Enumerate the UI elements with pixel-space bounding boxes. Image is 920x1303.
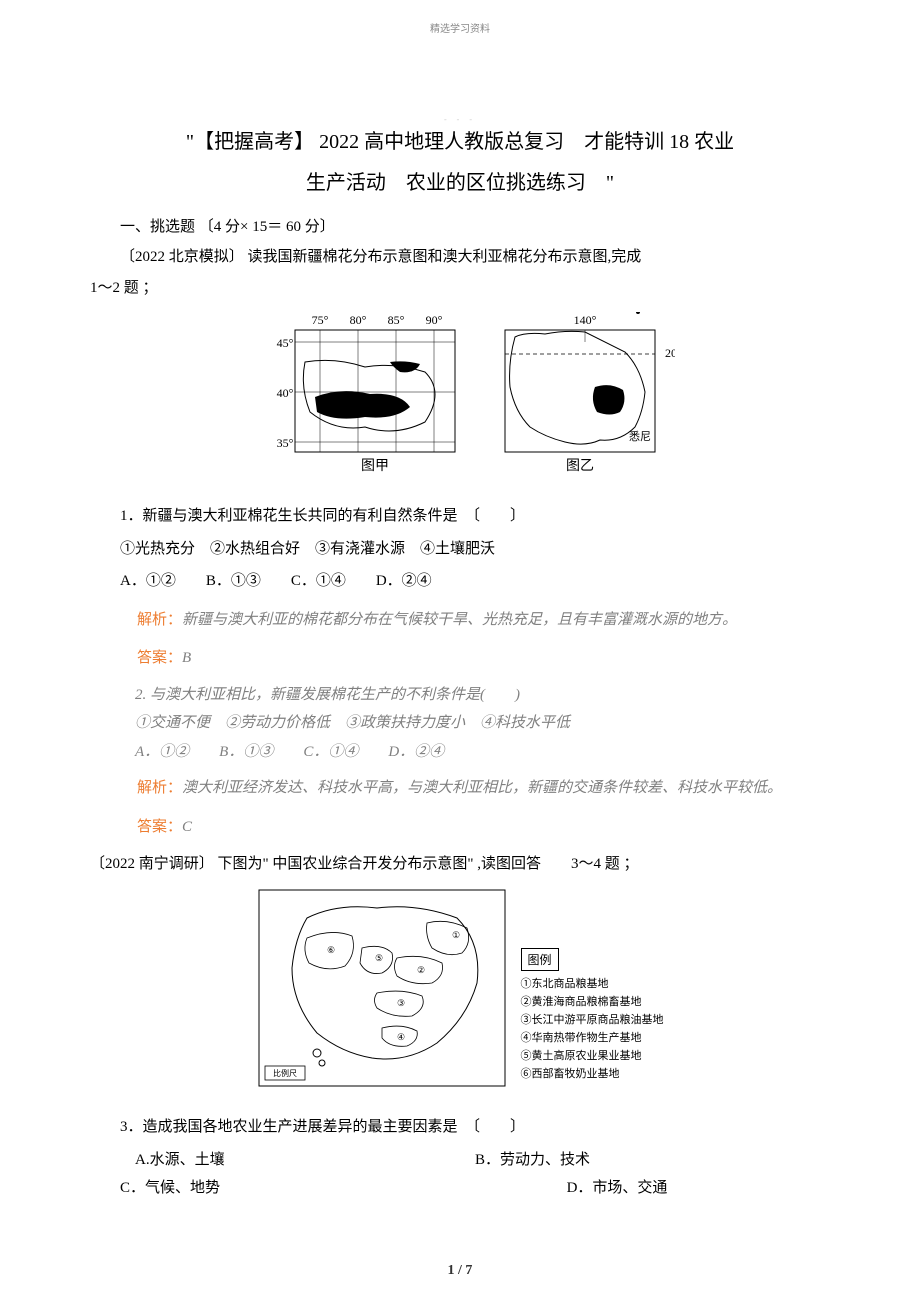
map-a-label: 图甲 [361, 459, 389, 474]
question-3-text: 3．造成我国各地农业生产进展差异的最主要因素是 〔 〕 [90, 1113, 830, 1142]
question-1-text: 1．新疆与澳大利亚棉花生长共同的有利自然条件是 〔 〕 [90, 502, 830, 531]
legend-item: ④华南热带作物生产基地 [521, 1029, 664, 1045]
svg-text:35°: 35° [277, 436, 294, 450]
question-3-row2: C．气候、地势 D．市场、交通 [90, 1174, 830, 1203]
svg-text:20°: 20° [665, 346, 675, 360]
answer-label-1: 答案： [137, 650, 182, 666]
legend-item: ②黄淮海商品粮棉畜基地 [521, 993, 664, 1009]
svg-text:②: ② [417, 965, 425, 975]
svg-text:⑤: ⑤ [375, 953, 383, 963]
intro-text-1: 〔2022 北京模拟〕 读我国新疆棉花分布示意图和澳大利亚棉花分布示意图,完成 [90, 244, 830, 271]
answer-value-2: C [182, 819, 192, 835]
map-a: 75° 80° 85° 90° 45° 40° 35° 图甲 [277, 313, 455, 474]
document-title-line1: "【把握高考】 2022 高中地理人教版总复习 才能特训 18 农业 [90, 124, 830, 160]
svg-text:45°: 45° [277, 336, 294, 350]
svg-text:④: ④ [397, 1032, 405, 1042]
section-header: 一、挑选题 〔4 分× 15＝ 60 分〕 [90, 215, 830, 236]
solution-content-2: 澳大利亚经济发达、科技水平高，与澳大利亚相比，新疆的交通条件较差、科技水平较低。 [182, 780, 782, 796]
svg-text:悉尼: 悉尼 [629, 430, 651, 443]
figure-2: ① ② ③ ④ ⑤ ⑥ 比例尺 图例 ①东北商品粮基地 ②黄淮海商品粮棉畜基地 [90, 888, 830, 1093]
svg-text:比例尺: 比例尺 [273, 1068, 297, 1078]
page-number: 1 / 7 [0, 1263, 920, 1279]
svg-text:⑥: ⑥ [327, 945, 335, 955]
intro-text-2: 1～2 题 ； [90, 275, 830, 302]
header-watermark-sub: - - - [0, 115, 920, 124]
svg-text:75°: 75° [312, 313, 329, 327]
q3-option-c: C．气候、地势 [120, 1174, 404, 1203]
answer-block-1: 解析：新疆与澳大利亚的棉花都分布在气候较干旱、光热充足，且有丰富灌溉水源的地方。… [90, 606, 830, 842]
figure-1: 75° 80° 85° 90° 45° 40° 35° 图甲 [90, 312, 830, 482]
solution-label-2: 解析： [137, 780, 182, 796]
svg-text:40°: 40° [277, 386, 294, 400]
question-3-row1: A.水源、土壤 B．劳动力、技术 [90, 1146, 830, 1175]
question-2-subs: ①交通不便 ②劳动力价格低 ③政策扶持力度小 ④科技水平低 [105, 709, 830, 738]
document-title-line2: 生产活动 农业的区位挑选练习 " [90, 166, 830, 195]
svg-text:90°: 90° [426, 313, 443, 327]
q3-option-b: B．劳动力、技术 [475, 1146, 830, 1175]
section-2-intro: 〔2022 南宁调研〕 下图为" 中国农业综合开发分布示意图" ,读图回答 3～… [90, 851, 830, 878]
legend-title: 图例 [521, 948, 559, 971]
question-2-text: 2. 与澳大利亚相比，新疆发展棉花生产的不利条件是( ) [105, 681, 830, 710]
svg-text:80°: 80° [350, 313, 367, 327]
map-b: 140° 20° 悉尼 图乙 [505, 312, 675, 474]
main-content: "【把握高考】 2022 高中地理人教版总复习 才能特训 18 农业 生产活动 … [0, 124, 920, 1203]
svg-text:140°: 140° [574, 313, 597, 327]
q3-option-a: A.水源、土壤 [120, 1146, 475, 1175]
answer-label-2: 答案： [137, 819, 182, 835]
answer-value-1: B [182, 650, 191, 666]
svg-text:①: ① [452, 930, 460, 940]
map-b-label: 图乙 [566, 458, 594, 474]
legend-item: ③长江中游平原商品粮油基地 [521, 1011, 664, 1027]
legend-item: ①东北商品粮基地 [521, 975, 664, 991]
svg-text:③: ③ [397, 998, 405, 1008]
legend-item: ⑤黄土高原农业果业基地 [521, 1047, 664, 1063]
solution-label-1: 解析： [137, 612, 182, 628]
solution-content-1: 新疆与澳大利亚的棉花都分布在气候较干旱、光热充足，且有丰富灌溉水源的地方。 [182, 612, 737, 628]
q3-option-d: D．市场、交通 [404, 1174, 830, 1203]
question-2-options: A．①② B．①③ C．①④ D．②④ [105, 738, 830, 767]
question-1-options: A．①② B．①③ C．①④ D．②④ [90, 567, 830, 596]
header-watermark: 精选学习资料 [0, 20, 920, 35]
question-1-subs: ①光热充分 ②水热组合好 ③有浇灌水源 ④土壤肥沃 [90, 535, 830, 564]
figure-2-legend: 图例 ①东北商品粮基地 ②黄淮海商品粮棉畜基地 ③长江中游平原商品粮油基地 ④华… [521, 948, 664, 1083]
legend-item: ⑥西部畜牧奶业基地 [521, 1065, 664, 1081]
svg-text:85°: 85° [388, 313, 405, 327]
